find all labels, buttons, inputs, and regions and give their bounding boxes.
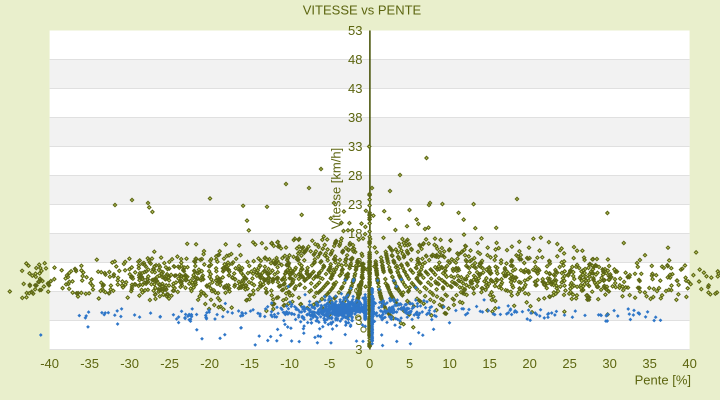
svg-text:-10: -10 <box>280 356 299 371</box>
svg-text:33: 33 <box>348 139 362 154</box>
svg-text:48: 48 <box>348 52 362 67</box>
svg-text:-40: -40 <box>40 356 59 371</box>
svg-text:-5: -5 <box>324 356 336 371</box>
svg-text:-15: -15 <box>240 356 259 371</box>
svg-text:23: 23 <box>348 197 362 212</box>
svg-text:VITESSE vs PENTE: VITESSE vs PENTE <box>303 3 422 18</box>
svg-text:0: 0 <box>366 356 373 371</box>
svg-text:5: 5 <box>406 356 413 371</box>
svg-text:15: 15 <box>482 356 496 371</box>
svg-text:-25: -25 <box>160 356 179 371</box>
svg-text:Vitesse [km/h]: Vitesse [km/h] <box>329 148 344 229</box>
svg-text:53: 53 <box>348 23 362 38</box>
svg-text:Pente [%]: Pente [%] <box>635 373 691 388</box>
svg-text:38: 38 <box>348 110 362 125</box>
svg-text:25: 25 <box>562 356 576 371</box>
svg-text:30: 30 <box>602 356 616 371</box>
svg-text:43: 43 <box>348 81 362 96</box>
svg-text:3: 3 <box>355 342 362 357</box>
svg-text:20: 20 <box>522 356 536 371</box>
svg-text:35: 35 <box>642 356 656 371</box>
svg-text:-30: -30 <box>120 356 139 371</box>
svg-text:10: 10 <box>442 356 456 371</box>
svg-text:28: 28 <box>348 168 362 183</box>
svg-text:-20: -20 <box>200 356 219 371</box>
svg-text:40: 40 <box>682 356 696 371</box>
svg-text:-35: -35 <box>80 356 99 371</box>
